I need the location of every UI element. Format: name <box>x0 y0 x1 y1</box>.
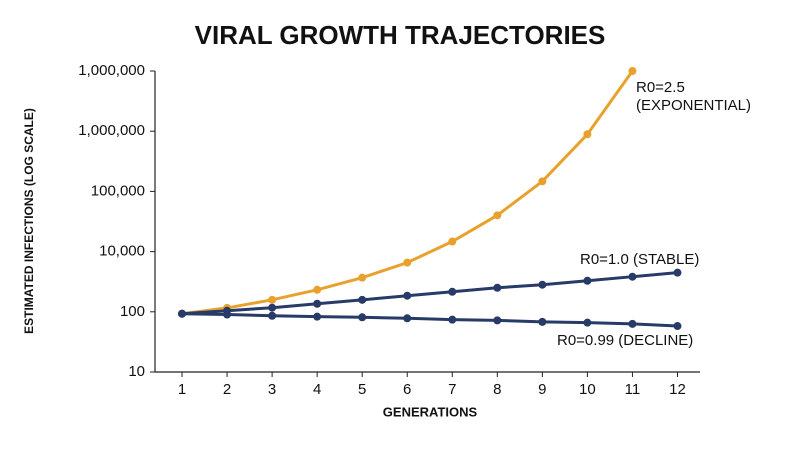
x-tick-label: 7 <box>448 381 456 398</box>
data-point <box>448 237 457 246</box>
series-label: R0=2.5 (EXPONENTIAL) <box>636 79 752 114</box>
x-tick-label: 8 <box>493 381 501 398</box>
series-label: R0=0.99 (DECLINE) <box>557 332 694 349</box>
y-tick-label: 10 <box>128 363 145 380</box>
x-tick-label: 2 <box>223 381 231 398</box>
data-point <box>538 317 547 326</box>
data-point <box>538 280 547 289</box>
data-point <box>313 299 322 308</box>
y-axis-label: ESTIMATED INFECTIONS (LOG SCALE) <box>22 108 36 334</box>
y-tick-label: 1,000,000 <box>78 62 145 79</box>
series-line <box>181 70 634 316</box>
y-tick-label: 1,000,000 <box>78 122 145 139</box>
data-point <box>628 272 637 281</box>
data-point <box>403 314 412 323</box>
data-point <box>358 313 367 322</box>
data-point <box>583 318 592 327</box>
data-point <box>313 285 322 294</box>
data-point <box>223 310 232 319</box>
data-point <box>673 322 682 331</box>
x-tick-label: 10 <box>579 381 596 398</box>
data-point <box>628 319 637 328</box>
x-tick-label: 6 <box>403 381 411 398</box>
data-point <box>583 130 592 139</box>
x-tick-label: 3 <box>268 381 276 398</box>
series-line <box>181 271 678 316</box>
data-point <box>673 268 682 277</box>
x-axis-label: GENERATIONS <box>383 404 478 419</box>
x-tick-label: 12 <box>669 381 686 398</box>
data-point <box>493 316 502 325</box>
data-point <box>313 312 322 321</box>
series-label: R0=1.0 (STABLE) <box>580 251 700 268</box>
data-point <box>448 315 457 324</box>
y-tick-label: 10,000 <box>99 243 145 260</box>
data-point <box>538 177 547 186</box>
data-point <box>448 287 457 296</box>
data-point <box>268 295 277 304</box>
x-tick-label: 5 <box>358 381 366 398</box>
data-point <box>358 295 367 304</box>
chart-title: VIRAL GROWTH TRAJECTORIES <box>195 20 606 50</box>
data-point <box>178 309 187 318</box>
data-point <box>583 276 592 285</box>
data-point <box>403 258 412 267</box>
x-tick-label: 4 <box>313 381 321 398</box>
data-point <box>493 211 502 220</box>
series-line <box>181 312 678 328</box>
y-tick-label: 100,000 <box>91 182 145 199</box>
data-point <box>403 291 412 300</box>
data-point <box>628 67 637 75</box>
x-tick-label: 11 <box>625 381 641 398</box>
data-point <box>268 311 277 320</box>
x-tick-label: 1 <box>178 381 186 398</box>
data-point <box>358 273 367 282</box>
data-point <box>493 283 502 292</box>
y-tick-label: 100 <box>120 303 145 320</box>
data-point <box>268 303 277 312</box>
x-tick-label: 9 <box>538 381 546 398</box>
